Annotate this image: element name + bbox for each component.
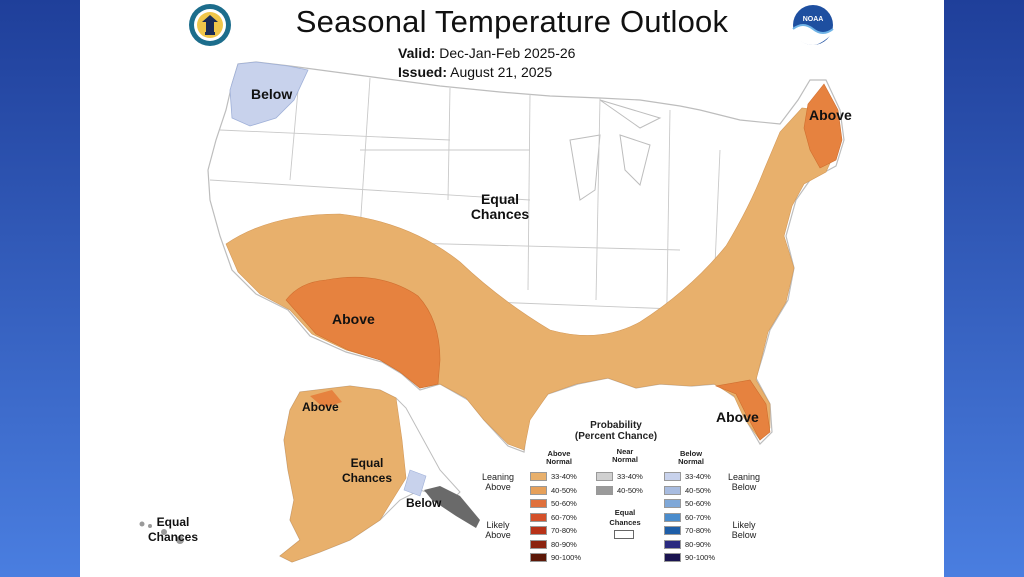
legend-leaning-above: Leaning Above [481,472,515,492]
label-above-alaska: Above [302,400,339,414]
legend-col-above: Above Normal [546,449,572,466]
legend-label-above_bins-4: 70-80% [551,526,577,535]
above-40-50-alaska-region [310,390,342,408]
legend-label-above_bins-5: 80-90% [551,539,577,549]
outlook-map [139,61,845,563]
label-equal-chances-alaska: Equal Chances [342,456,393,485]
valid-line: Valid: Dec-Jan-Feb 2025-26 [398,45,575,61]
legend-swatch-below_bins-4 [664,526,681,535]
legend-swatch-below_bins-3 [664,512,681,522]
legend-swatch-above_bins-3 [530,512,547,522]
alaska-panhandle [424,486,480,528]
issued-value: August 21, 2025 [450,64,553,80]
legend-equal-chances: Equal Chances [609,508,641,527]
above-33-40-region [225,107,837,451]
legend-equal-swatch [614,530,634,539]
legend-swatch-below_bins-6 [664,553,681,562]
legend-label-above_bins-1: 40-50% [551,485,577,495]
right-blue-border [944,0,1024,577]
noaa-logo-icon: NOAA [792,4,834,46]
left-blue-border [0,0,80,577]
label-above-southwest: Above [332,311,375,327]
outlook-panel: NOAA Seasonal Temperature Outlook Valid:… [80,0,944,577]
legend-label-above_bins-2: 50-60% [551,499,577,508]
above-33-40-alaska-region [279,385,407,563]
svg-text:NOAA: NOAA [803,16,824,23]
legend-swatch-above_bins-5 [530,539,547,549]
legend-label-below_bins-2: 50-60% [685,499,711,508]
legend-swatch-near_bins-0 [596,472,613,481]
legend-label-below_bins-3: 60-70% [685,512,711,522]
legend-label-near_bins-0: 33-40% [617,472,643,481]
legend-col-below: Below Normal [678,449,704,466]
legend-label-below_bins-0: 33-40% [685,472,711,481]
legend-label-above_bins-0: 33-40% [551,472,577,481]
legend-swatch-below_bins-5 [664,539,681,549]
legend-swatch-below_bins-1 [664,485,681,495]
legend-label-above_bins-3: 60-70% [551,512,577,522]
legend-swatch-above_bins-6 [530,553,547,562]
legend-title: Probability (Percent Chance) [574,420,658,442]
issued-label: Issued: [398,64,448,80]
legend-swatch-above_bins-4 [530,526,547,535]
label-below-alaska: Below [406,496,442,510]
hawaii-islands [139,521,184,544]
legend-swatch-above_bins-2 [530,499,547,508]
below-33-40-northwest-region [229,61,309,127]
page-title: Seasonal Temperature Outlook [295,4,729,39]
above-40-50-southwest-region [285,276,441,389]
commerce-seal-icon [189,4,231,46]
probability-legend: Probability (Percent Chance) Above Norma… [476,418,766,574]
legend-label-below_bins-6: 90-100% [685,553,716,562]
legend-swatch-above_bins-1 [530,485,547,495]
valid-value: Dec-Jan-Feb 2025-26 [439,45,576,61]
below-33-40-alaska-region [403,469,427,497]
label-below-northwest: Below [251,86,293,102]
legend-swatch-above_bins-0 [530,472,547,481]
legend-label-below_bins-5: 80-90% [685,539,711,549]
legend-leaning-below: Leaning Below [727,472,761,492]
above-40-50-florida-region [714,379,771,441]
label-equal-chances-hawaii: Equal Chances [148,515,199,544]
above-40-50-northeast-region [803,83,843,169]
label-above-florida: Above [716,409,759,425]
legend-col-near: Near Normal [612,447,638,464]
legend-label-below_bins-1: 40-50% [685,485,711,495]
legend-swatch-below_bins-2 [664,499,681,508]
legend-label-near_bins-1: 40-50% [617,485,643,495]
valid-label: Valid: [398,45,436,61]
legend-swatch-near_bins-1 [596,485,613,495]
legend-label-below_bins-4: 70-80% [685,526,711,535]
issued-line: Issued: August 21, 2025 [398,64,552,80]
label-equal-chances-center: Equal Chances [470,191,530,222]
label-above-northeast: Above [809,107,852,123]
legend-swatch-below_bins-0 [664,472,681,481]
legend-likely-below: Likely Below [731,520,757,540]
legend-label-above_bins-6: 90-100% [551,553,582,562]
legend-likely-above: Likely Above [485,520,511,540]
